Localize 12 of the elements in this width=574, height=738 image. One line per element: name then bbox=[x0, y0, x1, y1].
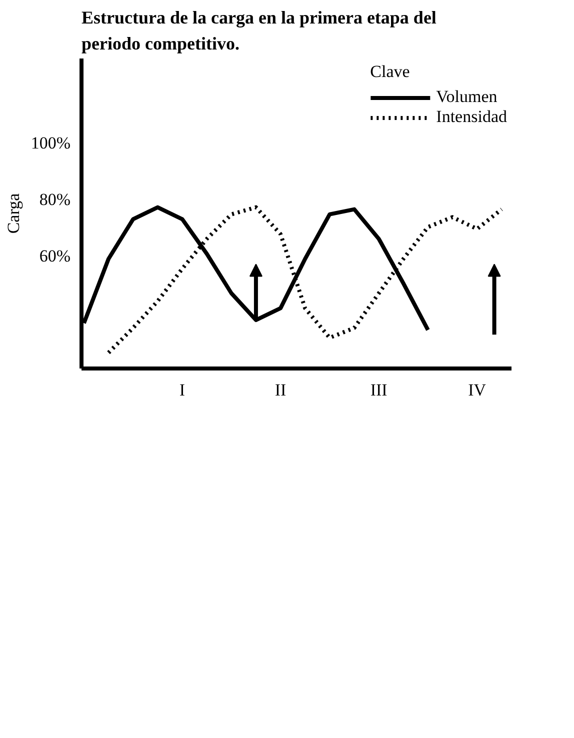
x-tick-label: II bbox=[274, 380, 287, 400]
x-tick-label: III bbox=[370, 380, 388, 400]
y-axis-title: Carga bbox=[4, 192, 23, 234]
legend-label: Intensidad bbox=[436, 107, 507, 127]
y-tick-label: 60% bbox=[39, 246, 71, 266]
x-tick-label: I bbox=[179, 380, 186, 400]
x-tick-label: IV bbox=[468, 380, 487, 400]
legend-title: Clave bbox=[370, 62, 411, 82]
legend-label: Volumen bbox=[436, 87, 498, 107]
chart-title: Estructura de la carga en la primera etapa del periodo competitivo. bbox=[82, 8, 436, 54]
y-tick-label: 100% bbox=[30, 134, 71, 153]
y-tick-label: 80% bbox=[39, 190, 71, 209]
